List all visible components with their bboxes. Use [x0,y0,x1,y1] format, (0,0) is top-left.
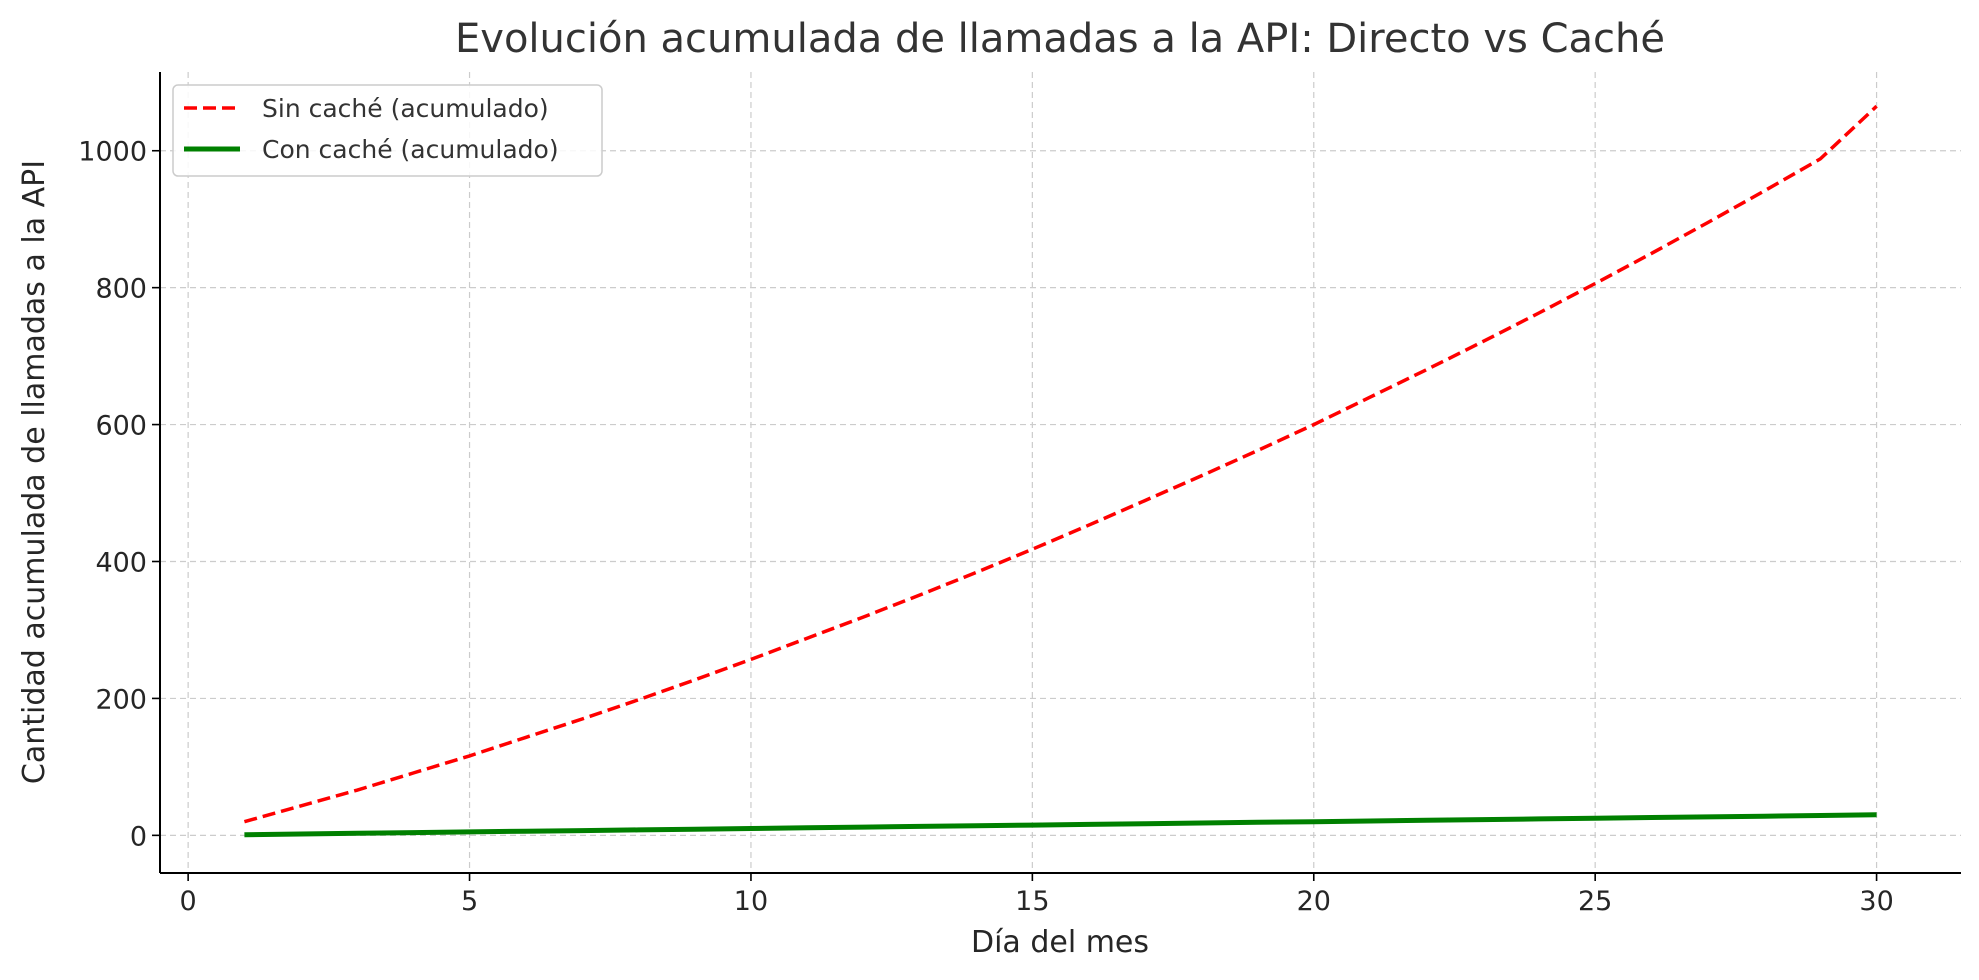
chart-title: Evolución acumulada de llamadas a la API… [455,16,1665,62]
y-axis-title: Cantidad acumulada de llamadas a la API [17,160,52,784]
x-tick-label: 30 [1859,886,1893,917]
axes [159,72,1961,874]
series-line-sin-cache [243,104,1878,824]
x-tick-label: 25 [1578,886,1612,917]
legend: Sin caché (acumulado) Con caché (acumula… [172,84,603,177]
x-axis-title: Día del mes [971,925,1149,960]
grid-lines [160,72,1961,873]
legend-box [172,84,603,177]
y-tick-label: 200 [95,684,147,715]
series-line-con-cache [244,812,1877,838]
series-lines [243,104,1878,838]
y-tick-label: 400 [95,548,147,579]
ticks: 0 5 10 15 20 25 30 0 200 400 600 800 1000 [78,137,1893,917]
x-tick-label: 5 [461,886,478,917]
legend-label-sin-cache: Sin caché (acumulado) [262,94,549,123]
x-tick-label: 10 [734,886,768,917]
x-tick-label: 20 [1297,886,1331,917]
y-tick-label: 600 [95,411,147,442]
y-tick-label: 0 [130,821,147,852]
y-tick-label: 800 [95,274,147,305]
legend-label-con-cache: Con caché (acumulado) [262,135,559,164]
y-tick-label: 1000 [78,137,147,168]
x-tick-label: 0 [180,886,197,917]
x-tick-label: 15 [1015,886,1049,917]
